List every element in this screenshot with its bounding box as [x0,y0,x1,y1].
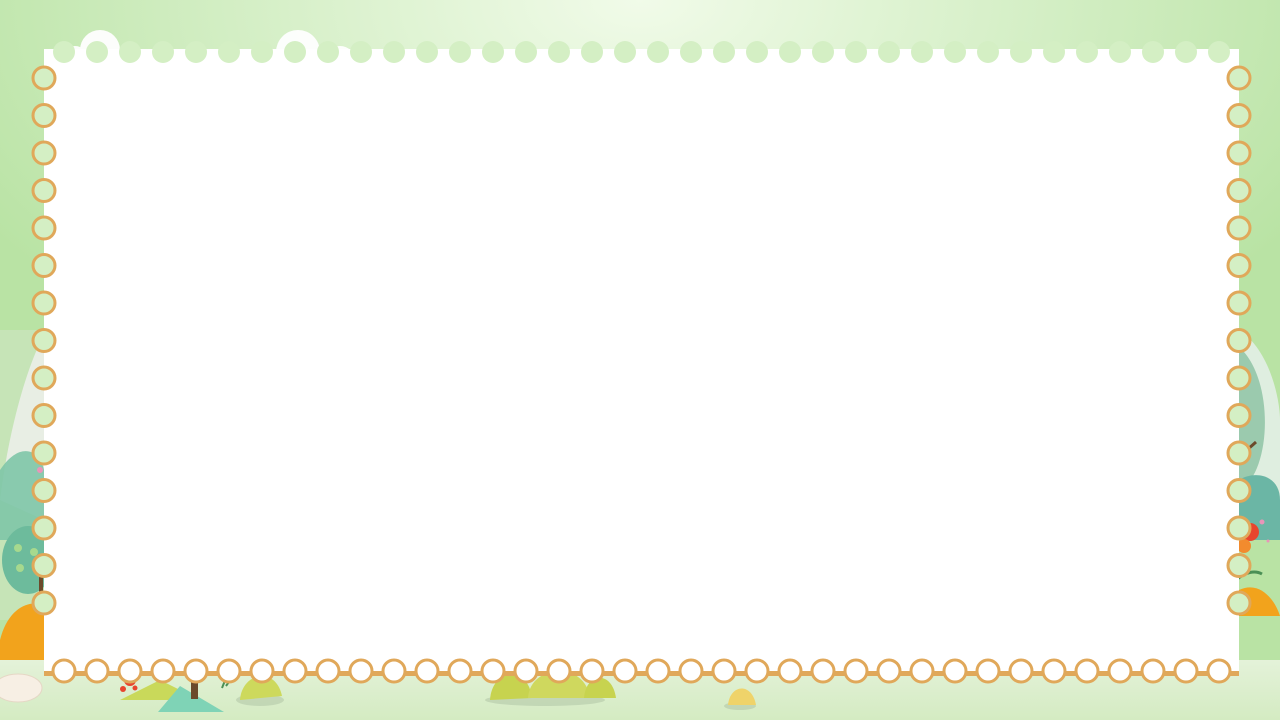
dashed-divider-middle [116,387,1156,389]
writing-card [44,49,1239,671]
dashed-divider-top [116,147,1156,149]
left-orange-hill-icon [0,603,50,660]
left-stone-icon [0,673,43,703]
